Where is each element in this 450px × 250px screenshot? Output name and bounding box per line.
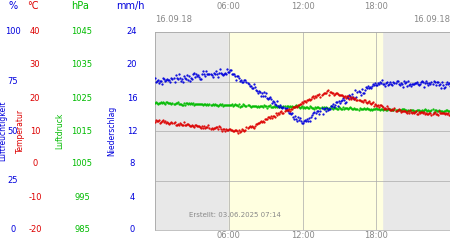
Text: 40: 40 xyxy=(30,28,40,36)
Text: 20: 20 xyxy=(30,94,40,102)
Text: 1045: 1045 xyxy=(72,28,93,36)
Text: 30: 30 xyxy=(30,60,40,70)
Text: 18:00: 18:00 xyxy=(364,2,388,11)
Text: 10: 10 xyxy=(30,126,40,136)
Text: 0: 0 xyxy=(10,226,16,234)
Text: 8: 8 xyxy=(129,160,135,168)
Text: 1015: 1015 xyxy=(72,126,93,136)
Text: Temperatur: Temperatur xyxy=(15,109,24,153)
Text: 1035: 1035 xyxy=(72,60,93,70)
Text: Luftdruck: Luftdruck xyxy=(55,113,64,149)
Text: 16: 16 xyxy=(127,94,137,102)
Text: 1025: 1025 xyxy=(72,94,93,102)
Text: hPa: hPa xyxy=(71,1,89,11)
Text: 0: 0 xyxy=(32,160,38,168)
Text: 995: 995 xyxy=(74,192,90,202)
Text: 50: 50 xyxy=(8,126,18,136)
Text: 16.09.18: 16.09.18 xyxy=(155,16,192,24)
Text: 75: 75 xyxy=(8,77,18,86)
Text: -20: -20 xyxy=(28,226,42,234)
Text: -10: -10 xyxy=(28,192,42,202)
Text: °C: °C xyxy=(27,1,39,11)
Text: Luftfeuchtigkeit: Luftfeuchtigkeit xyxy=(0,101,8,161)
Text: 4: 4 xyxy=(130,192,135,202)
Text: Niederschlag: Niederschlag xyxy=(108,106,117,156)
Text: %: % xyxy=(9,1,18,11)
Bar xyxy=(229,32,382,230)
Text: 12:00: 12:00 xyxy=(291,2,315,11)
Text: 25: 25 xyxy=(8,176,18,185)
Text: 16.09.18: 16.09.18 xyxy=(413,16,450,24)
Text: 24: 24 xyxy=(127,28,137,36)
Text: Erstellt: 03.06.2025 07:14: Erstellt: 03.06.2025 07:14 xyxy=(189,212,281,218)
Text: mm/h: mm/h xyxy=(116,1,144,11)
Text: 0: 0 xyxy=(130,226,135,234)
Text: 06:00: 06:00 xyxy=(217,2,241,11)
Text: 12: 12 xyxy=(127,126,137,136)
Text: 20: 20 xyxy=(127,60,137,70)
Text: 100: 100 xyxy=(5,28,21,36)
Text: 1005: 1005 xyxy=(72,160,93,168)
Text: 985: 985 xyxy=(74,226,90,234)
